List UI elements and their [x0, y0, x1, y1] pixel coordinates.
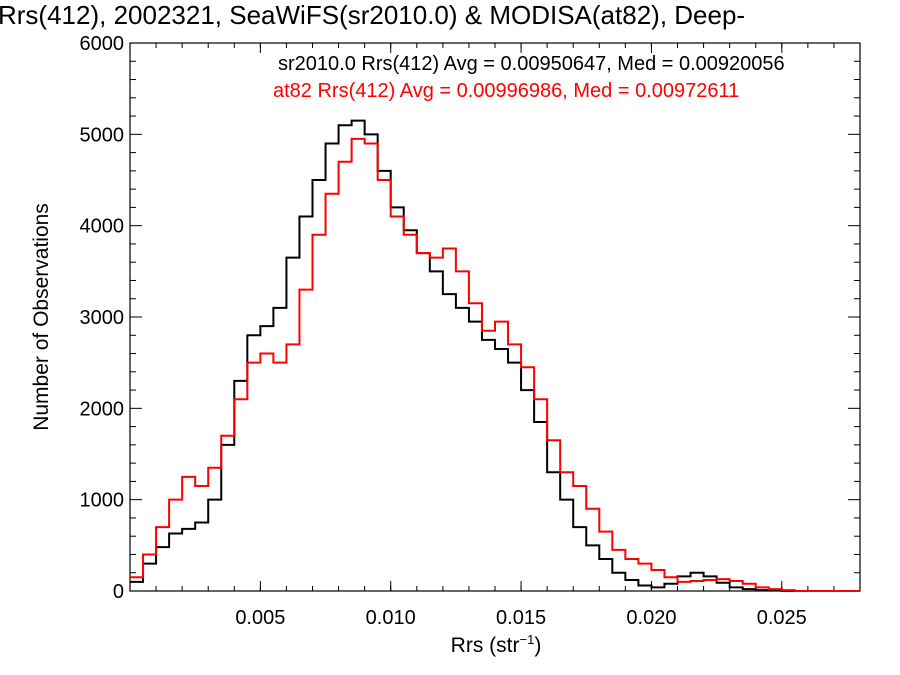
y-tick-label: 2000 [80, 398, 125, 420]
axis-ticks: 0.005 0.010 0.015 0.020 0.025 0 1000 2000 3000 40… [80, 33, 860, 629]
y-axis-label: Number of Observations [30, 203, 53, 431]
series-at82-line [130, 137, 860, 592]
y-tick-label: 0 [113, 581, 124, 603]
plot-frame [129, 42, 861, 592]
x-axis-label-sup: −1 [520, 632, 535, 647]
x-axis-label-close: ) [534, 634, 541, 657]
legend-entry-at82: at82 Rrs(412) Avg = 0.00996986, Med = 0.… [273, 80, 739, 102]
y-tick-label: 6000 [80, 33, 125, 55]
y-tick-label: 3000 [80, 307, 125, 329]
y-tick-label: 4000 [80, 216, 125, 238]
series-sr2010-line [130, 119, 860, 592]
histogram-series [130, 119, 860, 592]
x-tick-label: 0.010 [366, 607, 416, 629]
x-axis-label-main: Rrs (str [451, 634, 520, 657]
y-tick-label: 5000 [80, 124, 125, 146]
x-tick-label: 0.025 [757, 607, 807, 629]
x-axis-label: Rrs (str−1) [451, 632, 542, 657]
x-tick-label: 0.020 [626, 607, 676, 629]
y-tick-label: 1000 [80, 490, 125, 512]
legend-entry-sr2010: sr2010.0 Rrs(412) Avg = 0.00950647, Med … [278, 53, 785, 75]
chart-title: Rrs(412), 2002321, SeaWiFS(sr2010.0) & M… [0, 0, 745, 30]
x-tick-label: 0.015 [496, 607, 546, 629]
x-tick-label: 0.005 [235, 607, 285, 629]
